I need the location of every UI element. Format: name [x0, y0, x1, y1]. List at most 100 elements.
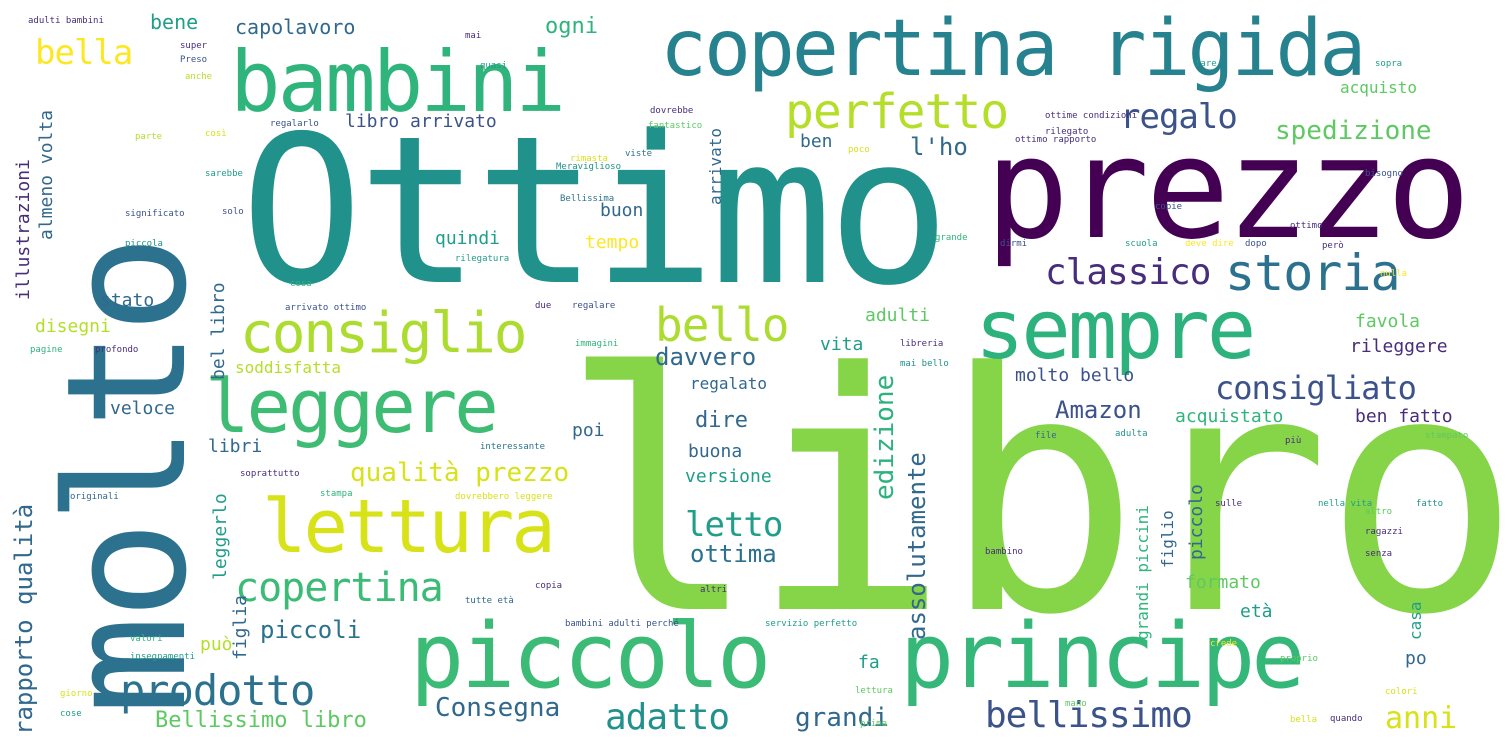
word-puo: può	[200, 634, 233, 655]
word-small: dovrebbe	[650, 106, 694, 116]
word-illustrazioni: illustrazioni	[13, 159, 34, 300]
word-small: due	[535, 301, 552, 311]
word-small: fantastico	[648, 121, 703, 131]
word-l-ho: l'ho	[910, 133, 968, 161]
word-classico: classico	[1045, 252, 1211, 293]
word-consegna: Consegna	[435, 693, 561, 723]
word-small: sopra	[1375, 59, 1403, 69]
word-small: arrivato ottimo	[285, 303, 367, 313]
word-small: Meraviglioso	[556, 162, 622, 172]
word-lettura: lettura	[262, 484, 556, 570]
word-prezzo: prezzo	[985, 108, 1471, 271]
word-piccolo: piccolo	[410, 604, 771, 709]
word-small: valori	[130, 634, 163, 644]
word-sempre: sempre	[975, 283, 1256, 378]
word-regalato: regalato	[690, 374, 768, 393]
word-small: rimasta	[570, 154, 608, 164]
word-buona: buona	[688, 441, 743, 462]
word-small: bella	[1290, 715, 1318, 725]
word-bene: bene	[150, 10, 199, 34]
word-small: poco	[848, 145, 870, 155]
word-small: altro	[1365, 507, 1393, 517]
word-small: fare	[1195, 59, 1217, 69]
word-small: giorno	[60, 689, 93, 699]
word-rileggere: rileggere	[1350, 336, 1448, 357]
word-grandi-piccini: grandi piccini	[1133, 505, 1152, 640]
word-small: più	[1285, 436, 1302, 446]
word-small: profondo	[95, 345, 139, 355]
word-small: proprio	[1280, 654, 1318, 664]
word-small: insegnamenti	[130, 652, 196, 662]
word-ogni: ogni	[545, 14, 598, 39]
word-bellissimo-libro: Bellissimo libro	[155, 708, 367, 733]
word-small: tutte età	[465, 596, 514, 606]
word-small: copie	[1155, 202, 1183, 212]
word-small: lettura	[855, 686, 893, 696]
word-small: prima	[860, 719, 888, 729]
word-small: dopo	[1245, 239, 1267, 249]
word-small: quasi	[480, 61, 508, 71]
word-small: deve dire	[1185, 239, 1234, 249]
word-small: parte	[135, 132, 163, 142]
word-ottimo: Ottimo	[240, 93, 951, 331]
word-small: significato	[125, 209, 185, 219]
word-figlio: figlio	[1158, 510, 1177, 568]
word-fa: fa	[858, 652, 880, 673]
word-buon: buon	[600, 200, 644, 221]
word-adulti: adulti	[865, 305, 931, 326]
word-small: cosa	[290, 279, 312, 289]
word-small: copia	[535, 581, 563, 591]
word-small: nella vita	[1318, 499, 1373, 509]
word-principe: principe	[900, 604, 1305, 709]
word-small: ottimo	[1290, 221, 1323, 231]
word-stato: stato	[100, 290, 155, 311]
word-small: colori	[1385, 687, 1418, 697]
word-tempo: tempo	[585, 232, 640, 253]
word-qualita-prezzo: qualità prezzo	[350, 458, 570, 488]
word-soddisfatta: soddisfatta	[235, 358, 341, 377]
word-molto-bello: molto bello	[1015, 365, 1135, 386]
word-small: bambini adulti perché	[565, 619, 679, 629]
word-small: rilegatura	[455, 254, 510, 264]
word-bambini: bambini	[230, 33, 566, 131]
word-eta: età	[1240, 601, 1273, 622]
word-piccolo-small: piccolo	[1186, 484, 1207, 560]
word-small: interessante	[480, 442, 546, 452]
word-small: nulla	[1380, 269, 1408, 279]
word-prodotto: prodotto	[120, 666, 315, 715]
word-small: però	[1322, 241, 1344, 251]
word-bellissimo: bellissimo	[985, 695, 1193, 736]
word-po: po	[1405, 648, 1427, 669]
word-small: libreria	[900, 339, 944, 349]
word-bello: bello	[655, 298, 789, 352]
word-amazon: Amazon	[1055, 396, 1142, 424]
word-small: mai bello	[900, 359, 949, 369]
word-small: altri	[700, 585, 728, 595]
word-small: regalarlo	[270, 119, 319, 129]
word-small: originali	[70, 492, 119, 502]
word-almeno-volta: almeno volta	[36, 109, 57, 240]
word-small: quando	[1330, 714, 1363, 724]
word-small: anche	[185, 72, 213, 82]
word-libro-arrivato: libro arrivato	[345, 111, 497, 132]
word-small: soprattutto	[240, 469, 300, 479]
word-small: scuola	[1125, 239, 1158, 249]
word-libro: libro	[560, 303, 1509, 687]
word-capolavoro: capolavoro	[235, 15, 356, 39]
word-dire: dire	[695, 408, 748, 433]
word-small: solo	[222, 207, 244, 217]
word-favola: favola	[1355, 311, 1421, 332]
word-bella: bella	[35, 33, 133, 73]
word-small: grande	[935, 233, 968, 243]
word-figlia: figlia	[230, 594, 251, 660]
word-small: bambino	[985, 547, 1023, 557]
word-copertina-rigida: copertina rigida	[660, 4, 1366, 94]
word-adatto: adatto	[605, 697, 730, 738]
word-poi: poi	[572, 420, 605, 441]
word-grandi: grandi	[795, 703, 889, 733]
word-small: Preso	[180, 55, 208, 65]
word-leggerlo: leggerlo	[210, 493, 231, 580]
word-ottima: ottima	[690, 540, 777, 568]
word-small: rilegato	[1045, 127, 1089, 137]
